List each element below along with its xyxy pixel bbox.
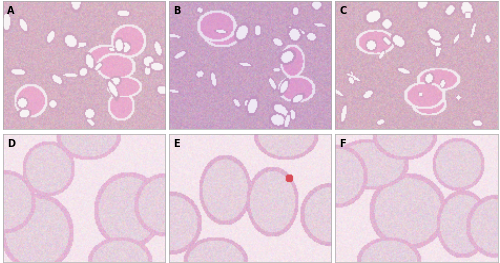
Text: E: E [174, 139, 180, 149]
Text: D: D [8, 139, 16, 149]
Text: C: C [340, 6, 347, 16]
Text: A: A [8, 6, 15, 16]
Text: F: F [340, 139, 346, 149]
Text: B: B [174, 6, 181, 16]
